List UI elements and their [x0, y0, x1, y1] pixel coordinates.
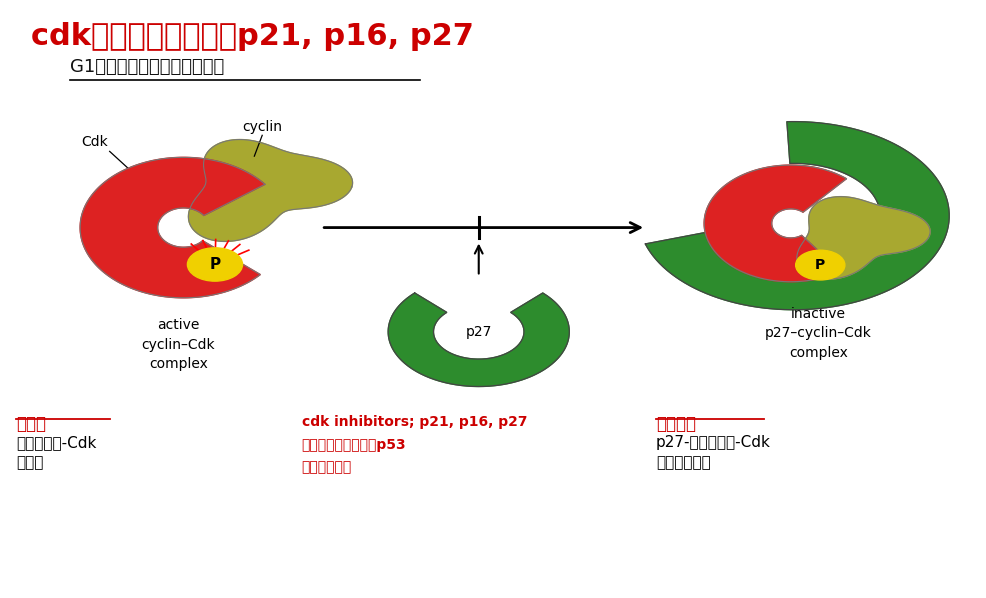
Circle shape	[187, 248, 243, 281]
Text: active
cyclin–Cdk
complex: active cyclin–Cdk complex	[142, 318, 215, 371]
Text: p27-サイクリン-Cdk: p27-サイクリン-Cdk	[656, 435, 770, 450]
Text: で誘導される: で誘導される	[302, 460, 351, 474]
Text: P: P	[814, 258, 824, 272]
Text: G1期で細胞周期を停止させる: G1期で細胞周期を停止させる	[70, 58, 224, 76]
Text: 活性型: 活性型	[16, 415, 46, 433]
Text: がん抑制遺伝子産物p53: がん抑制遺伝子産物p53	[302, 438, 406, 451]
Text: cyclin: cyclin	[242, 120, 282, 133]
Text: 複合体: 複合体	[16, 456, 43, 471]
Text: p27: p27	[465, 325, 491, 338]
Polygon shape	[188, 139, 352, 242]
Text: cdk阻害タンパク質：p21, p16, p27: cdk阻害タンパク質：p21, p16, p27	[31, 22, 473, 51]
Text: cdk inhibitors; p21, p16, p27: cdk inhibitors; p21, p16, p27	[302, 415, 527, 429]
Text: P: P	[209, 257, 220, 272]
Text: inactive
p27–cyclin–Cdk
complex: inactive p27–cyclin–Cdk complex	[764, 307, 871, 360]
Text: Cdk: Cdk	[82, 135, 108, 149]
Text: サイクリン-Cdk: サイクリン-Cdk	[16, 435, 97, 450]
Polygon shape	[387, 293, 569, 386]
Polygon shape	[80, 157, 264, 298]
Circle shape	[795, 250, 844, 280]
Text: 不活性型: 不活性型	[656, 415, 695, 433]
Polygon shape	[703, 165, 846, 282]
Text: 複合体の形成: 複合体の形成	[656, 456, 710, 471]
Polygon shape	[645, 121, 949, 310]
Polygon shape	[796, 197, 929, 279]
